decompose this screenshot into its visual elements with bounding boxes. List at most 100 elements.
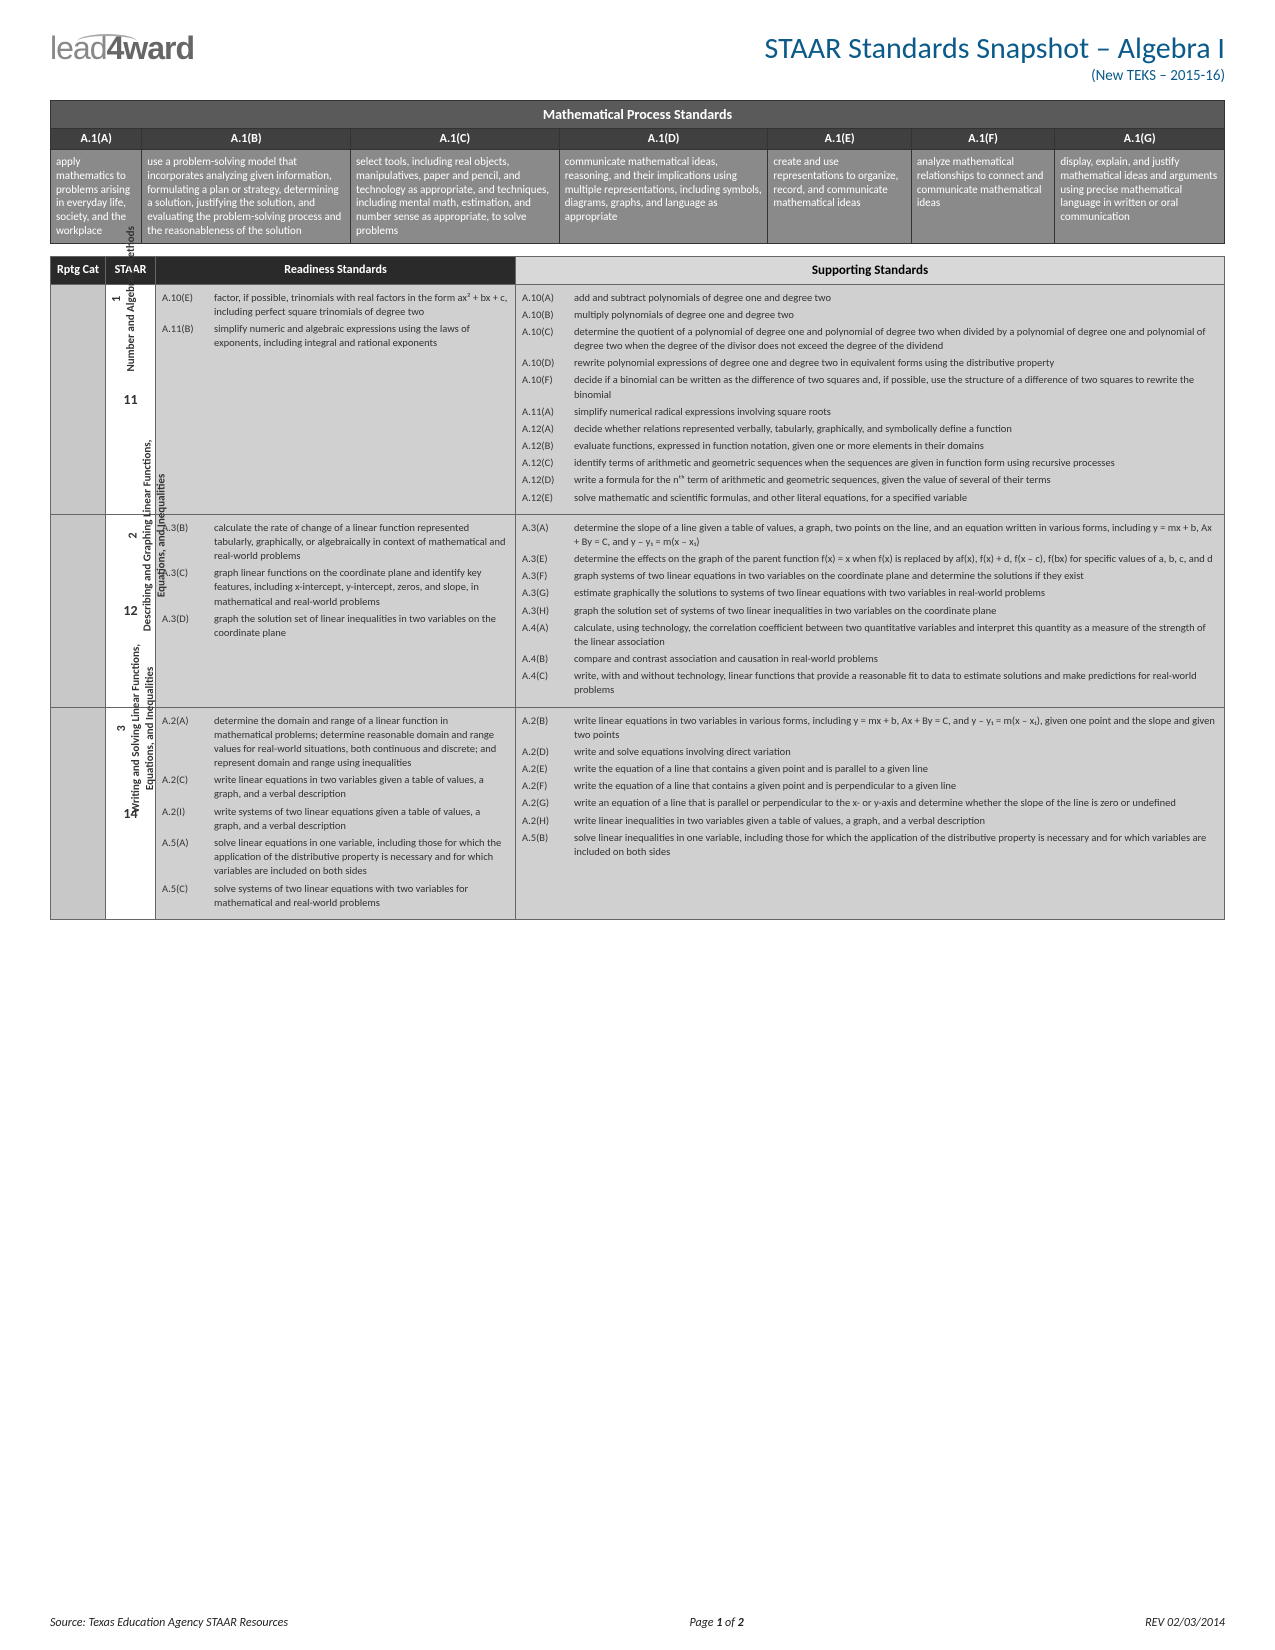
standard-row: A.2(B)write linear equations in two vari… xyxy=(522,714,1218,742)
standard-row: A.10(D)rewrite polynomial expressions of… xyxy=(522,356,1218,370)
standard-code: A.4(B) xyxy=(522,652,574,666)
supporting-cell: A.10(A)add and subtract polynomials of d… xyxy=(516,284,1225,514)
standard-text: graph the solution set of systems of two… xyxy=(574,604,1218,618)
standard-code: A.3(G) xyxy=(522,586,574,600)
standard-row: A.12(D)write a formula for the nᵗʰ term … xyxy=(522,473,1218,487)
category-cell: 1Number and Algebraic Methods xyxy=(51,284,106,514)
process-code: A.1(D) xyxy=(559,129,768,150)
standard-text: simplify numerical radical expressions i… xyxy=(574,405,1218,419)
standard-row: A.2(A)determine the domain and range of … xyxy=(162,714,509,771)
standard-text: solve mathematic and scientific formulas… xyxy=(574,491,1218,505)
standard-row: A.2(C)write linear equations in two vari… xyxy=(162,773,509,801)
standard-text: write linear equations in two variables … xyxy=(574,714,1218,742)
standard-text: add and subtract polynomials of degree o… xyxy=(574,291,1218,305)
standard-code: A.2(C) xyxy=(162,773,214,801)
standard-code: A.10(D) xyxy=(522,356,574,370)
standards-table: Rptg Cat STAAR Readiness Standards Suppo… xyxy=(50,256,1225,920)
process-desc: use a problem-solving model that incorpo… xyxy=(142,150,351,244)
standard-code: A.2(A) xyxy=(162,714,214,771)
standard-row: A.10(B)multiply polynomials of degree on… xyxy=(522,308,1218,322)
standard-text: calculate, using technology, the correla… xyxy=(574,621,1218,649)
standard-text: write linear equations in two variables … xyxy=(214,773,509,801)
standard-row: A.10(A)add and subtract polynomials of d… xyxy=(522,291,1218,305)
standard-text: determine the domain and range of a line… xyxy=(214,714,509,771)
supporting-cell: A.3(A)determine the slope of a line give… xyxy=(516,514,1225,707)
standard-code: A.12(B) xyxy=(522,439,574,453)
standard-code: A.3(F) xyxy=(522,569,574,583)
standard-text: write an equation of a line that is para… xyxy=(574,796,1218,810)
standard-row: A.11(B)simplify numeric and algebraic ex… xyxy=(162,322,509,350)
standard-code: A.4(C) xyxy=(522,669,574,697)
standard-row: A.2(E)write the equation of a line that … xyxy=(522,762,1218,776)
standard-row: A.2(D)write and solve equations involvin… xyxy=(522,745,1218,759)
readiness-cell: A.10(E)factor, if possible, trinomials w… xyxy=(156,284,516,514)
standard-row: A.12(A)decide whether relations represen… xyxy=(522,422,1218,436)
standard-text: evaluate functions, expressed in functio… xyxy=(574,439,1218,453)
standard-row: A.3(C)graph linear functions on the coor… xyxy=(162,566,509,609)
standard-row: A.3(D)graph the solution set of linear i… xyxy=(162,612,509,640)
standard-code: A.2(I) xyxy=(162,805,214,833)
standard-row: A.4(B)compare and contrast association a… xyxy=(522,652,1218,666)
standard-row: A.12(C)identify terms of arithmetic and … xyxy=(522,456,1218,470)
header-supporting: Supporting Standards xyxy=(516,256,1225,284)
standard-text: graph linear functions on the coordinate… xyxy=(214,566,509,609)
standard-text: write and solve equations involving dire… xyxy=(574,745,1218,759)
standard-code: A.10(F) xyxy=(522,373,574,401)
standard-text: write, with and without technology, line… xyxy=(574,669,1218,697)
category-cell: 2Describing and Graphing Linear Function… xyxy=(51,514,106,707)
standard-code: A.10(A) xyxy=(522,291,574,305)
process-code: A.1(B) xyxy=(142,129,351,150)
supporting-cell: A.2(B)write linear equations in two vari… xyxy=(516,707,1225,919)
process-code: A.1(A) xyxy=(51,129,142,150)
standard-text: determine the slope of a line given a ta… xyxy=(574,521,1218,549)
process-desc: communicate mathematical ideas, reasonin… xyxy=(559,150,768,244)
process-desc: select tools, including real objects, ma… xyxy=(351,150,560,244)
standard-text: write linear inequalities in two variabl… xyxy=(574,814,1218,828)
logo-arc-icon xyxy=(77,34,137,49)
standard-code: A.10(E) xyxy=(162,291,214,319)
standard-text: graph the solution set of linear inequal… xyxy=(214,612,509,640)
standard-text: compare and contrast association and cau… xyxy=(574,652,1218,666)
standard-row: A.5(A)solve linear equations in one vari… xyxy=(162,836,509,879)
header-rptg-cat: Rptg Cat xyxy=(51,256,106,284)
standard-code: A.3(H) xyxy=(522,604,574,618)
standard-text: calculate the rate of change of a linear… xyxy=(214,521,509,564)
process-code: A.1(F) xyxy=(911,129,1054,150)
standard-code: A.11(A) xyxy=(522,405,574,419)
standard-row: A.12(E)solve mathematic and scientific f… xyxy=(522,491,1218,505)
standard-row: A.2(H)write linear inequalities in two v… xyxy=(522,814,1218,828)
standard-code: A.2(F) xyxy=(522,779,574,793)
standard-row: A.11(A)simplify numerical radical expres… xyxy=(522,405,1218,419)
standard-text: rewrite polynomial expressions of degree… xyxy=(574,356,1218,370)
standard-text: decide whether relations represented ver… xyxy=(574,422,1218,436)
standard-code: A.2(D) xyxy=(522,745,574,759)
process-header: Mathematical Process Standards xyxy=(51,101,1225,129)
footer-page: Page 1 of 2 xyxy=(689,1616,743,1630)
standard-text: multiply polynomials of degree one and d… xyxy=(574,308,1218,322)
page-title: STAAR Standards Snapshot – Algebra I xyxy=(765,30,1225,67)
process-code: A.1(C) xyxy=(351,129,560,150)
logo: lead4ward xyxy=(50,30,194,67)
standard-text: decide if a binomial can be written as t… xyxy=(574,373,1218,401)
standard-text: determine the effects on the graph of th… xyxy=(574,552,1218,566)
category-cell: 3Writing and Solving Linear Functions,Eq… xyxy=(51,707,106,919)
standard-text: simplify numeric and algebraic expressio… xyxy=(214,322,509,350)
standard-row: A.10(F)decide if a binomial can be writt… xyxy=(522,373,1218,401)
standard-row: A.3(H)graph the solution set of systems … xyxy=(522,604,1218,618)
footer-rev: REV 02/03/2014 xyxy=(1145,1616,1225,1630)
readiness-cell: A.2(A)determine the domain and range of … xyxy=(156,707,516,919)
standard-code: A.12(C) xyxy=(522,456,574,470)
page-footer: Source: Texas Education Agency STAAR Res… xyxy=(50,1616,1225,1630)
standard-code: A.3(A) xyxy=(522,521,574,549)
standard-row: A.5(B)solve linear inequalities in one v… xyxy=(522,831,1218,859)
standard-code: A.2(G) xyxy=(522,796,574,810)
page-header: lead4ward STAAR Standards Snapshot – Alg… xyxy=(50,30,1225,85)
standard-row: A.4(C)write, with and without technology… xyxy=(522,669,1218,697)
category-label: 3Writing and Solving Linear Functions,Eq… xyxy=(115,644,156,813)
title-block: STAAR Standards Snapshot – Algebra I (Ne… xyxy=(765,30,1225,85)
standard-text: identify terms of arithmetic and geometr… xyxy=(574,456,1218,470)
standard-code: A.3(B) xyxy=(162,521,214,564)
standard-code: A.12(D) xyxy=(522,473,574,487)
standard-text: estimate graphically the solutions to sy… xyxy=(574,586,1218,600)
process-code: A.1(G) xyxy=(1055,129,1225,150)
